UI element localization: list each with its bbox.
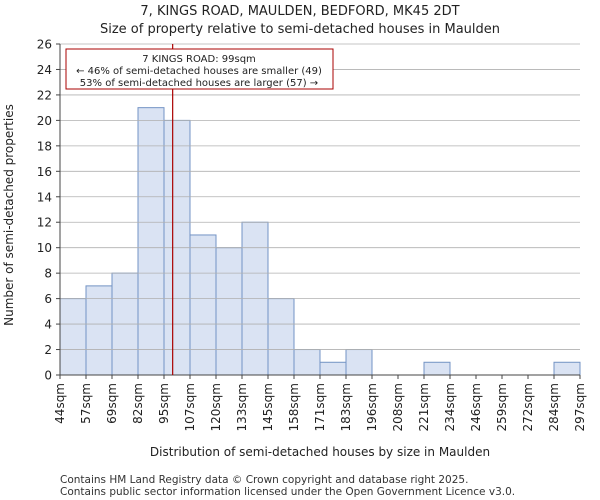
y-tick-label: 22 xyxy=(37,88,52,102)
x-tick-label: 208sqm xyxy=(391,383,405,431)
annotation-box: 7 KINGS ROAD: 99sqm ← 46% of semi-detach… xyxy=(65,48,334,90)
x-tick-label: 246sqm xyxy=(469,383,483,431)
x-tick-label: 82sqm xyxy=(131,383,145,424)
annotation-line-2: ← 46% of semi-detached houses are smalle… xyxy=(76,66,322,77)
y-tick-label: 12 xyxy=(37,216,52,230)
y-tick-label: 26 xyxy=(37,38,52,52)
y-tick-label: 20 xyxy=(37,114,52,128)
y-tick-label: 10 xyxy=(37,241,52,255)
x-tick-label: 272sqm xyxy=(521,383,535,431)
y-tick-label: 6 xyxy=(44,292,52,306)
histogram-bar xyxy=(137,107,165,376)
histogram-bar xyxy=(267,298,295,376)
x-tick-label: 44sqm xyxy=(53,383,67,424)
histogram-bar xyxy=(345,349,373,376)
x-tick-label: 120sqm xyxy=(209,383,223,431)
footer-line-1: Contains HM Land Registry data © Crown c… xyxy=(60,474,469,486)
x-tick-label: 133sqm xyxy=(235,383,249,431)
histogram-bar xyxy=(59,298,87,376)
x-tick-label: 69sqm xyxy=(105,383,119,424)
histogram-bar xyxy=(553,361,581,376)
y-tick-label: 8 xyxy=(44,267,52,281)
y-tick-label: 0 xyxy=(44,369,52,383)
annotation-line-3: 53% of semi-detached houses are larger (… xyxy=(80,78,318,89)
chart-title: 7, KINGS ROAD, MAULDEN, BEDFORD, MK45 2D… xyxy=(140,4,460,19)
y-tick-label: 4 xyxy=(44,318,52,332)
chart-subtitle: Size of property relative to semi-detach… xyxy=(99,22,501,37)
histogram-bar xyxy=(215,247,243,376)
x-tick-label: 107sqm xyxy=(183,383,197,431)
x-tick-label: 297sqm xyxy=(573,383,587,431)
histogram-bar xyxy=(293,349,321,376)
y-tick-label: 16 xyxy=(37,165,52,179)
y-axis-label: Number of semi-detached properties xyxy=(2,104,16,326)
x-tick-label: 95sqm xyxy=(157,383,171,424)
footer-line-2: Contains public sector information licen… xyxy=(60,486,516,498)
x-tick-label: 171sqm xyxy=(313,383,327,431)
y-tick-label: 2 xyxy=(44,343,52,357)
bars-group xyxy=(59,107,581,376)
x-tick-label: 196sqm xyxy=(365,383,379,431)
x-axis-label: Distribution of semi-detached houses by … xyxy=(150,445,490,459)
x-tick-label: 284sqm xyxy=(547,383,561,431)
x-tick-label: 221sqm xyxy=(417,383,431,431)
x-tick-label: 158sqm xyxy=(287,383,301,431)
y-tick-label: 14 xyxy=(37,190,52,204)
x-tick-label: 183sqm xyxy=(339,383,353,431)
x-tick-label: 57sqm xyxy=(79,383,93,424)
y-tick-label: 24 xyxy=(37,63,52,77)
annotation-line-1: 7 KINGS ROAD: 99sqm xyxy=(142,54,256,65)
x-tick-label: 259sqm xyxy=(495,383,509,431)
y-tick-label: 18 xyxy=(37,139,52,153)
x-tick-label: 234sqm xyxy=(443,383,457,431)
histogram-bar xyxy=(423,361,451,376)
x-tick-label: 145sqm xyxy=(261,383,275,431)
histogram-bar xyxy=(319,361,347,376)
histogram-bar xyxy=(189,234,217,376)
histogram-bar xyxy=(85,285,113,376)
